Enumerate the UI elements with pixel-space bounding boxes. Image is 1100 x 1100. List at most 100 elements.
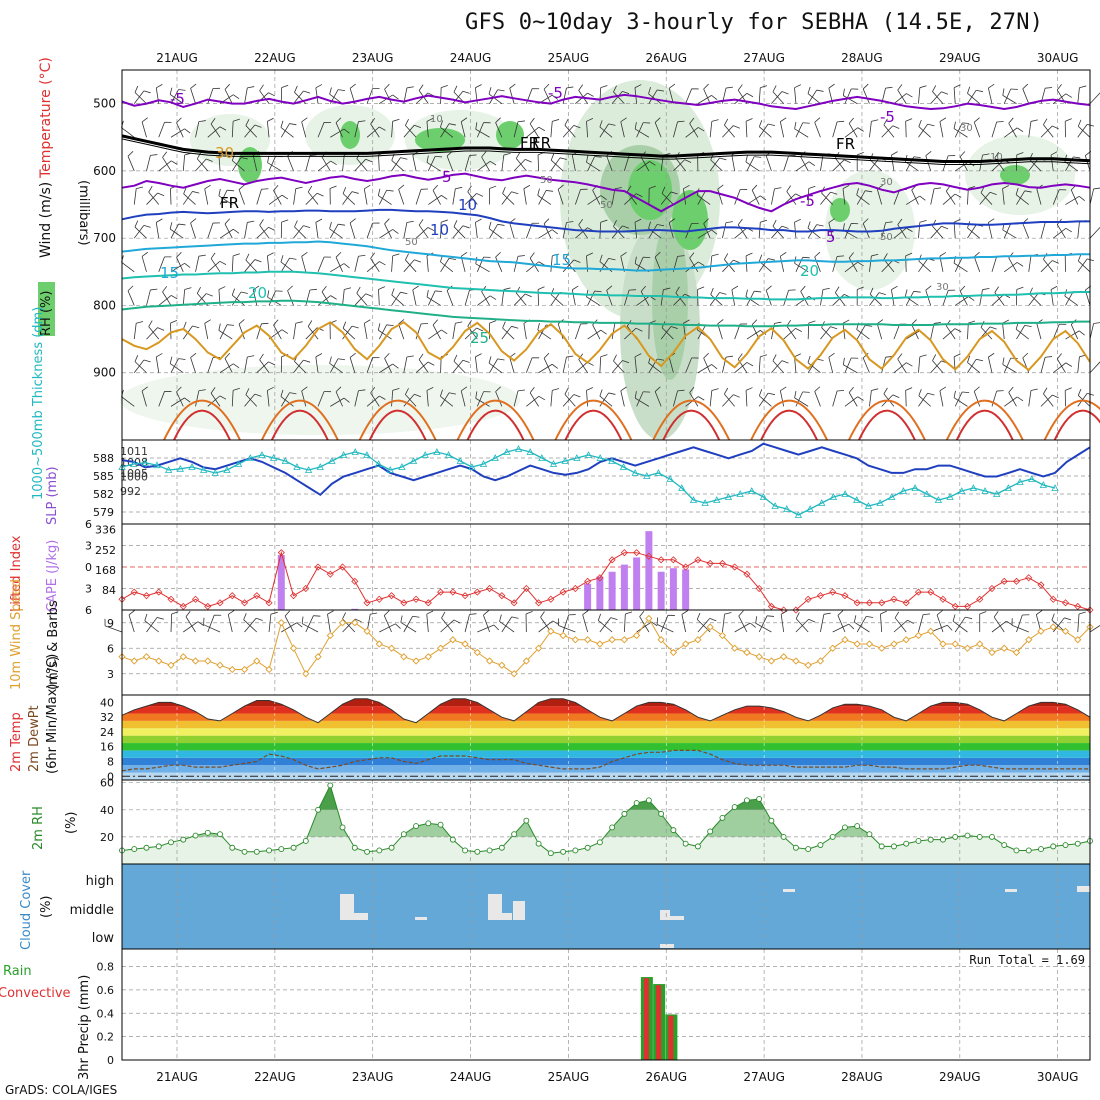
- wind-speed-marker: [988, 648, 996, 657]
- wind-barb: [452, 188, 456, 205]
- thickness-marker: [188, 463, 196, 470]
- thickness-marker: [561, 457, 569, 464]
- wind-barb: [586, 390, 589, 407]
- wind-barb: [905, 390, 907, 407]
- lifted-index-marker: [191, 595, 200, 603]
- wind-barb: [183, 193, 196, 205]
- wind-barb: [440, 87, 442, 104]
- wind-barb: [349, 222, 356, 239]
- surface-wind-barb: [483, 614, 490, 633]
- wind-barb: [925, 150, 932, 157]
- wind-barb: [400, 157, 408, 160]
- wind-barb: [551, 94, 558, 100]
- wind-barb: [869, 255, 872, 272]
- precip-convective-bar: [643, 978, 649, 1060]
- surface-wind-barb: [281, 622, 297, 633]
- wind-barb: [513, 159, 526, 172]
- wind-barb: [252, 155, 258, 171]
- wind-barb: [586, 296, 601, 306]
- thickness-marker: [374, 460, 383, 467]
- lifted-index-marker: [694, 556, 702, 564]
- lifted-index-marker: [473, 588, 481, 596]
- wind-barb: [703, 83, 709, 90]
- wind-barb: [832, 390, 838, 407]
- wind-barb: [448, 257, 457, 261]
- lifted-index-marker: [706, 559, 714, 567]
- wind-barb: [384, 223, 392, 239]
- ytick-label: 582: [93, 488, 114, 501]
- wind-barb: [1015, 187, 1019, 195]
- contour-label: FR: [220, 194, 239, 212]
- wind-barb: [758, 87, 761, 104]
- wind-barb: [786, 185, 792, 192]
- wind-barb: [426, 155, 429, 163]
- surface-wind-barb: [144, 620, 160, 633]
- wind-barb: [342, 325, 353, 340]
- wind-barb: [207, 88, 214, 104]
- wind-barb: [247, 355, 255, 358]
- wind-barb: [1065, 330, 1080, 340]
- surface-wind-barb: [1006, 620, 1013, 626]
- wind-barb: [1043, 118, 1048, 125]
- wind-barb: [315, 87, 319, 104]
- wind-barb: [760, 219, 768, 223]
- wind-barb: [919, 195, 926, 201]
- thickness-marker: [223, 466, 231, 473]
- surface-wind-barb: [301, 616, 304, 624]
- surface-wind-barb: [610, 617, 618, 620]
- precip-convective-label: Convective: [0, 986, 71, 1001]
- wind-barb: [317, 295, 331, 306]
- rh2m-ylabel-units: (%): [64, 812, 79, 835]
- thickness-marker: [783, 505, 791, 512]
- wind-barb: [758, 254, 763, 262]
- legend-rh-swatch: [38, 282, 55, 336]
- wind-barb: [358, 389, 366, 392]
- wind-barb: [959, 156, 968, 172]
- wind-barb: [432, 184, 438, 191]
- lifted-index-marker: [841, 592, 849, 600]
- wind-barb: [599, 356, 602, 373]
- surface-wind-barb: [780, 610, 788, 615]
- wind-barb: [210, 118, 216, 125]
- contour-label: 50: [540, 175, 553, 186]
- wind-barb: [842, 88, 845, 96]
- wind-barb: [703, 88, 711, 104]
- rh2m-marker: [817, 842, 824, 848]
- wind-barb: [316, 192, 324, 197]
- wind-barb: [573, 125, 581, 129]
- wind-barb: [837, 390, 845, 392]
- surface-wind-barb: [936, 610, 943, 616]
- surface-wind-barb: [1051, 613, 1055, 621]
- wind-barb: [717, 319, 724, 325]
- wind-barb: [1087, 258, 1095, 262]
- surface-temperature-contour: [466, 409, 525, 441]
- wind-barb: [1077, 254, 1082, 262]
- wind-barb: [495, 256, 503, 272]
- wind-barb: [689, 392, 699, 407]
- surface-wind-barb: [965, 616, 973, 620]
- lifted-index-marker: [865, 599, 874, 607]
- surface-wind-barb: [284, 615, 294, 633]
- wind-barb: [709, 390, 713, 407]
- wind-barb: [1002, 357, 1005, 365]
- wind-barb: [953, 84, 961, 89]
- surface-wind-barb: [499, 614, 502, 622]
- wind-barb: [954, 391, 963, 407]
- wind-barb: [301, 386, 308, 392]
- wind-barb: [330, 160, 337, 166]
- thickness-marker: [176, 464, 184, 472]
- wind-barb: [307, 185, 313, 193]
- lifted-index-marker: [253, 592, 261, 600]
- temperature-contour-15: [121, 240, 1090, 272]
- wind-barb: [391, 121, 394, 138]
- wind-barb: [143, 225, 151, 228]
- li-tick-label: 6: [85, 604, 92, 617]
- wind-barb: [426, 290, 429, 298]
- wind-barb: [745, 155, 748, 163]
- thickness-marker: [923, 490, 931, 497]
- wind-barb: [452, 323, 456, 340]
- wind-speed-marker: [510, 670, 518, 678]
- wind-barb: [794, 356, 797, 373]
- temperature-band: [122, 695, 1090, 699]
- surface-wind-barb: [370, 612, 378, 615]
